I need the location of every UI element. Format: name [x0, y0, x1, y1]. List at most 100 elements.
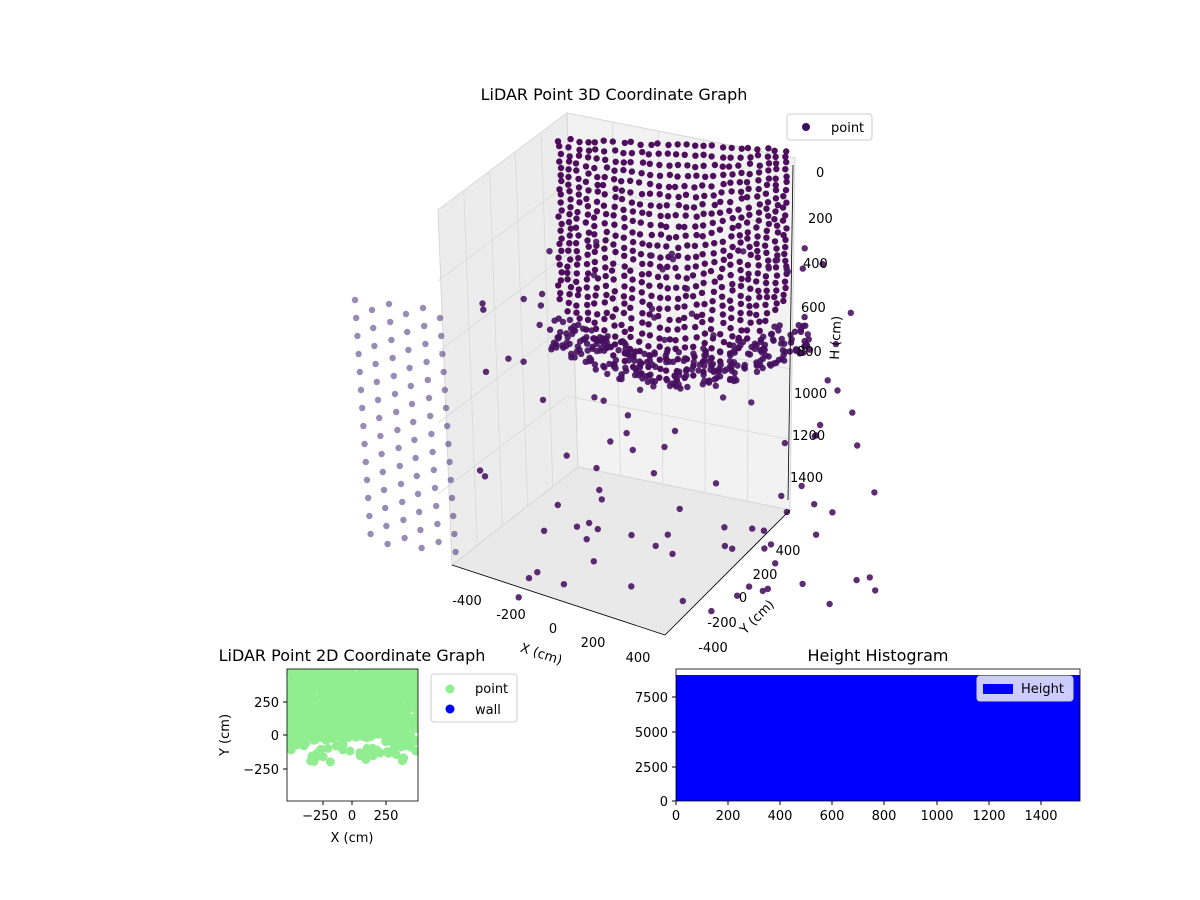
cloud-point-3d: [661, 336, 668, 344]
scatter-point-2d: [311, 684, 321, 693]
cloud-point-3d: [555, 315, 562, 322]
cloud-point-3d: [730, 347, 738, 355]
x-tick-label: 1400: [1024, 809, 1057, 824]
cloud-point-3d: [763, 181, 771, 189]
cloud-point-3d: [746, 211, 753, 219]
cloud-point-3d: [625, 357, 632, 364]
cloud-point-3d: [591, 361, 599, 368]
cloud-point-3d: [710, 250, 717, 257]
cloud-point-3d: [793, 346, 800, 353]
cloud-point-3d: [603, 164, 611, 171]
x-tick-label: -400: [452, 594, 482, 609]
cloud-point-3d: [601, 245, 608, 252]
cloud-point-3d: [692, 152, 699, 159]
cloud-point-3d: [584, 154, 592, 161]
cloud-point-3d: [755, 185, 762, 193]
cloud-point-3d: [772, 153, 779, 161]
cloud-point-3d: [745, 295, 752, 302]
cloud-point-3d: [371, 342, 378, 350]
cloud-point-3d: [701, 330, 709, 337]
cloud-point-3d: [639, 298, 646, 305]
cloud-point-3d: [764, 153, 772, 160]
cloud-point-3d: [606, 360, 613, 368]
cloud-point-3d: [719, 311, 727, 318]
cloud-point-3d: [778, 492, 785, 500]
cloud-point-3d: [357, 386, 365, 394]
cloud-point-3d: [639, 260, 646, 268]
cloud-point-3d: [639, 240, 646, 247]
cloud-point-3d: [782, 212, 789, 219]
cloud-point-3d: [773, 272, 781, 279]
scatter-point-2d: [287, 688, 292, 698]
cloud-point-3d: [594, 188, 601, 195]
grid-line: [437, 183, 568, 282]
scatter-point-2d: [329, 693, 339, 703]
cloud-point-3d: [684, 242, 691, 249]
cloud-point-3d: [622, 364, 629, 371]
y-tick-label: 250: [254, 696, 279, 711]
cloud-point-3d: [587, 357, 594, 364]
cloud-point-3d: [763, 310, 771, 317]
cloud-point-3d: [688, 366, 696, 373]
cloud-point-3d: [801, 245, 808, 252]
cloud-point-3d: [652, 363, 659, 370]
cloud-point-3d: [440, 368, 447, 376]
cloud-point-3d: [692, 142, 699, 149]
cloud-point-3d: [684, 264, 691, 271]
grid-line: [489, 171, 503, 526]
plot-3d-title: LiDAR Point 3D Coordinate Graph: [481, 85, 748, 104]
cloud-point-3d: [663, 349, 671, 356]
cloud-point-3d: [636, 231, 644, 238]
cloud-point-3d: [717, 349, 724, 356]
cloud-point-3d: [782, 236, 789, 244]
scatter-point-2d: [325, 757, 335, 767]
cloud-point-3d: [609, 295, 616, 302]
cloud-point-3d: [621, 339, 628, 346]
cloud-point-3d: [779, 217, 787, 224]
cloud-point-3d: [556, 142, 563, 150]
cloud-point-3d: [663, 377, 671, 384]
cloud-point-3d: [866, 574, 873, 581]
cloud-point-3d: [604, 333, 611, 340]
cloud-point-3d: [690, 358, 697, 366]
cloud-point-3d: [628, 531, 635, 539]
cloud-point-3d: [573, 167, 580, 174]
cloud-point-3d: [405, 346, 412, 354]
cloud-point-3d: [748, 399, 755, 406]
cloud-point-3d: [637, 141, 644, 148]
cloud-point-3d: [589, 343, 596, 350]
cloud-point-3d: [684, 383, 691, 391]
cloud-point-3d: [701, 362, 708, 369]
cloud-point-3d: [666, 171, 674, 179]
cloud-point-3d: [446, 458, 453, 466]
cloud-point-3d: [361, 440, 368, 448]
scatter-point-2d: [338, 745, 348, 755]
cloud-point-3d: [798, 482, 805, 490]
cloud-point-3d: [575, 254, 582, 262]
x-tick-label: 0: [348, 809, 356, 824]
cloud-point-3d: [783, 173, 790, 180]
cloud-point-3d: [657, 294, 664, 301]
cloud-point-3d: [638, 289, 645, 296]
cloud-point-3d: [600, 202, 608, 209]
cloud-point-3d: [751, 345, 758, 352]
cloud-point-3d: [701, 300, 708, 308]
x-tick-label: 1000: [920, 809, 953, 824]
cloud-point-3d: [627, 325, 634, 333]
cloud-point-3d: [610, 260, 617, 267]
cloud-point-3d: [684, 172, 692, 180]
cloud-point-3d: [728, 188, 735, 195]
scatter-point-2d: [312, 722, 322, 732]
cloud-point-3d: [665, 141, 672, 149]
cloud-point-3d: [730, 342, 737, 349]
y-tick-label: -400: [698, 641, 728, 656]
cloud-point-3d: [618, 195, 626, 203]
cloud-point-3d: [621, 300, 628, 307]
cloud-point-3d: [738, 195, 745, 202]
cloud-point-3d: [720, 338, 728, 346]
cloud-point-3d: [576, 138, 583, 146]
legend-2d-marker-wall: [445, 704, 455, 714]
grid-line: [437, 325, 568, 424]
cloud-point-3d: [557, 150, 565, 158]
cloud-point-3d: [636, 358, 643, 365]
